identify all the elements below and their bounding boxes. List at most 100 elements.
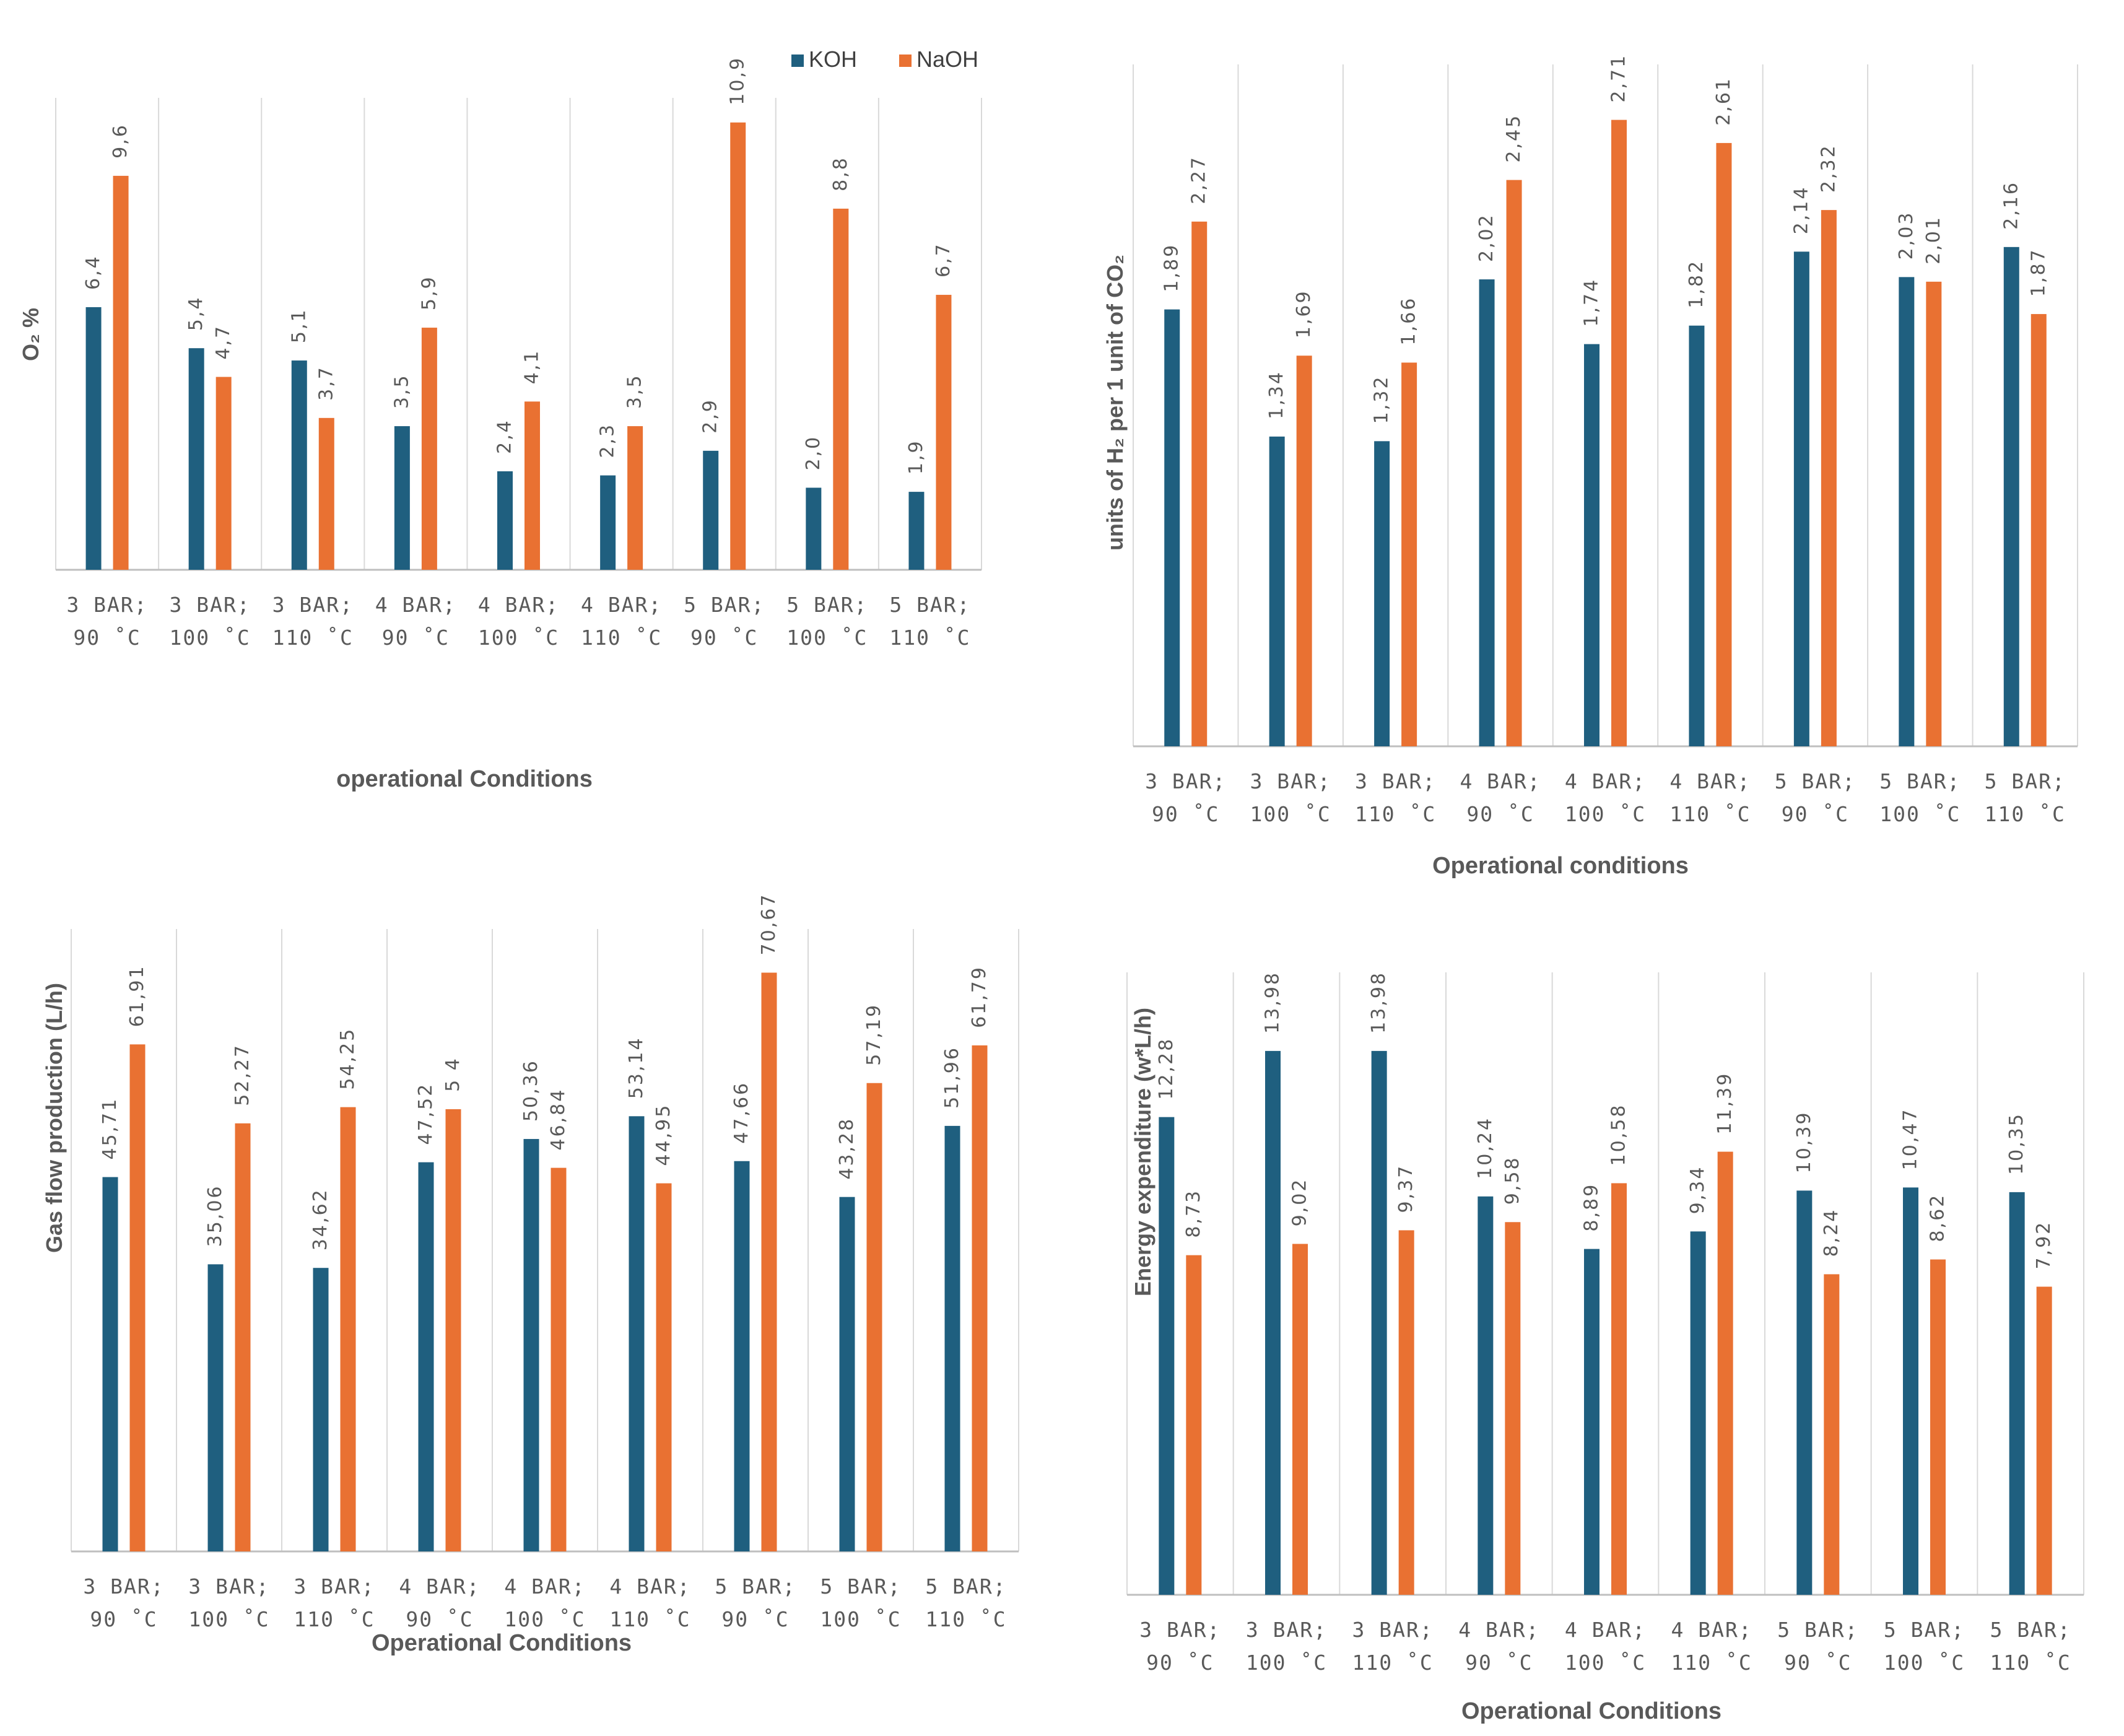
tick-label-5-1: 110 ˚C xyxy=(581,626,662,650)
bar-naoh-7 xyxy=(833,208,849,570)
data-label-koh-0: 6,4 xyxy=(82,255,104,290)
data-label-koh-1: 1,34 xyxy=(1266,370,1287,419)
data-label-naoh-4: 4,1 xyxy=(521,349,543,385)
bar-koh-3 xyxy=(394,426,410,570)
tick-label-6-1: 90 ˚C xyxy=(1784,1651,1852,1675)
bar-koh-0 xyxy=(1164,309,1180,747)
data-label-koh-0: 45,71 xyxy=(99,1097,121,1160)
bar-koh-1 xyxy=(188,348,204,570)
bar-naoh-7 xyxy=(866,1083,882,1551)
tick-label-7-0: 5 BAR; xyxy=(1879,769,1961,793)
data-label-naoh-4: 46,84 xyxy=(547,1088,569,1151)
bar-naoh-0 xyxy=(1186,1255,1202,1595)
bar-koh-8 xyxy=(2003,246,2019,746)
bar-naoh-3 xyxy=(445,1109,461,1551)
data-label-koh-8: 51,96 xyxy=(941,1046,963,1109)
bar-naoh-3 xyxy=(1505,1222,1521,1595)
bar-naoh-5 xyxy=(1716,142,1732,747)
tick-label-8-0: 5 BAR; xyxy=(925,1574,1006,1599)
data-label-koh-8: 10,35 xyxy=(2006,1112,2027,1175)
tick-label-7-0: 5 BAR; xyxy=(786,593,868,617)
data-label-koh-3: 3,5 xyxy=(391,373,412,409)
data-label-naoh-0: 8,73 xyxy=(1183,1189,1204,1238)
data-label-koh-6: 47,66 xyxy=(731,1081,752,1144)
bar-koh-0 xyxy=(85,307,102,570)
chart-o2: 6,49,63 BAR;90 ˚C5,44,73 BAR;100 ˚C5,13,… xyxy=(18,56,982,792)
data-label-koh-2: 13,98 xyxy=(1368,971,1390,1034)
bar-koh-7 xyxy=(1903,1187,1918,1595)
tick-label-5-0: 4 BAR; xyxy=(581,593,662,617)
y-axis-title: O₂ % xyxy=(18,308,43,361)
tick-label-7-1: 100 ˚C xyxy=(820,1607,901,1631)
tick-label-0-0: 3 BAR; xyxy=(66,593,147,617)
legend-label-koh: KOH xyxy=(809,46,857,72)
bar-koh-5 xyxy=(1689,325,1705,746)
bar-koh-4 xyxy=(523,1139,539,1551)
bar-koh-7 xyxy=(839,1197,855,1551)
bar-naoh-1 xyxy=(235,1123,251,1551)
x-axis-title: Operational conditions xyxy=(1432,853,1689,879)
bar-naoh-2 xyxy=(1401,362,1417,746)
data-label-koh-0: 12,28 xyxy=(1156,1037,1177,1100)
tick-label-1-0: 3 BAR; xyxy=(1250,769,1331,793)
bar-koh-8 xyxy=(908,492,925,570)
data-label-naoh-3: 5 4 xyxy=(442,1057,464,1092)
tick-label-3-1: 90 ˚C xyxy=(406,1607,473,1631)
y-axis-title: units of H₂ per 1 unit of CO₂ xyxy=(1102,255,1128,551)
data-label-naoh-1: 4,7 xyxy=(212,325,234,360)
tick-label-8-1: 110 ˚C xyxy=(925,1607,1006,1631)
legend-swatch-koh xyxy=(791,55,804,67)
bar-koh-6 xyxy=(734,1161,750,1551)
tick-label-0-1: 90 ˚C xyxy=(90,1607,157,1631)
bar-naoh-8 xyxy=(936,295,952,570)
data-label-naoh-0: 2,27 xyxy=(1188,155,1210,204)
tick-label-2-1: 110 ˚C xyxy=(1355,802,1436,826)
data-label-koh-2: 34,62 xyxy=(310,1188,331,1250)
data-label-naoh-5: 3,5 xyxy=(624,373,646,409)
data-label-naoh-8: 6,7 xyxy=(933,242,954,277)
tick-label-6-0: 5 BAR; xyxy=(1775,769,1856,793)
tick-label-6-1: 90 ˚C xyxy=(1782,802,1849,826)
tick-label-7-1: 100 ˚C xyxy=(1884,1651,1965,1675)
bar-naoh-7 xyxy=(1930,1259,1946,1595)
tick-label-2-0: 3 BAR; xyxy=(294,1574,375,1599)
data-label-koh-5: 9,34 xyxy=(1687,1166,1708,1215)
x-axis-title: Operational Conditions xyxy=(372,1630,632,1656)
data-label-naoh-0: 61,91 xyxy=(126,964,148,1027)
tick-label-8-0: 5 BAR; xyxy=(1985,769,2066,793)
bar-naoh-8 xyxy=(972,1045,988,1551)
chart-gas: 45,71 61,91 3 BAR; 90 ˚C 35,06 52,27 3 BAR; 100… xyxy=(41,893,1019,1656)
tick-label-2-1: 110 ˚C xyxy=(294,1607,375,1631)
data-label-naoh-2: 3,7 xyxy=(315,365,337,401)
bar-naoh-4 xyxy=(1611,1183,1627,1595)
bar-naoh-0 xyxy=(113,175,129,570)
data-label-naoh-0: 9,6 xyxy=(110,123,131,159)
bar-naoh-4 xyxy=(1611,120,1627,746)
bar-koh-5 xyxy=(1690,1231,1706,1595)
tick-label-1-1: 100 ˚C xyxy=(188,1607,269,1631)
bar-koh-3 xyxy=(1478,1196,1494,1595)
bar-naoh-4 xyxy=(551,1167,567,1551)
tick-label-0-1: 90 ˚C xyxy=(1146,1651,1214,1675)
bar-koh-1 xyxy=(1269,436,1285,746)
data-label-naoh-6: 2,32 xyxy=(1817,144,1839,193)
tick-label-8-1: 110 ˚C xyxy=(889,626,970,650)
bar-koh-4 xyxy=(1584,344,1600,746)
tick-label-3-1: 90 ˚C xyxy=(1466,802,1534,826)
tick-label-1-1: 100 ˚C xyxy=(1250,802,1331,826)
tick-label-1-0: 3 BAR; xyxy=(1246,1618,1327,1642)
data-label-koh-2: 5,1 xyxy=(288,308,310,343)
tick-label-2-1: 110 ˚C xyxy=(272,626,354,650)
tick-label-7-0: 5 BAR; xyxy=(1884,1618,1965,1642)
data-label-naoh-8: 1,87 xyxy=(2027,248,2049,297)
data-label-naoh-8: 7,92 xyxy=(2033,1221,2055,1270)
data-label-naoh-6: 8,24 xyxy=(1821,1208,1842,1257)
data-label-naoh-2: 54,25 xyxy=(337,1027,359,1090)
chart-energy: 12,28 8,73 3 BAR; 90 ˚C 13,98 9,02 3 BAR; 100 ˚… xyxy=(1126,971,2084,1724)
tick-label-4-0: 4 BAR; xyxy=(1565,769,1646,793)
data-label-koh-7: 10,47 xyxy=(1900,1107,1922,1170)
bar-koh-6 xyxy=(703,450,719,570)
bar-naoh-7 xyxy=(1926,281,1942,746)
data-label-naoh-4: 10,58 xyxy=(1608,1104,1630,1166)
